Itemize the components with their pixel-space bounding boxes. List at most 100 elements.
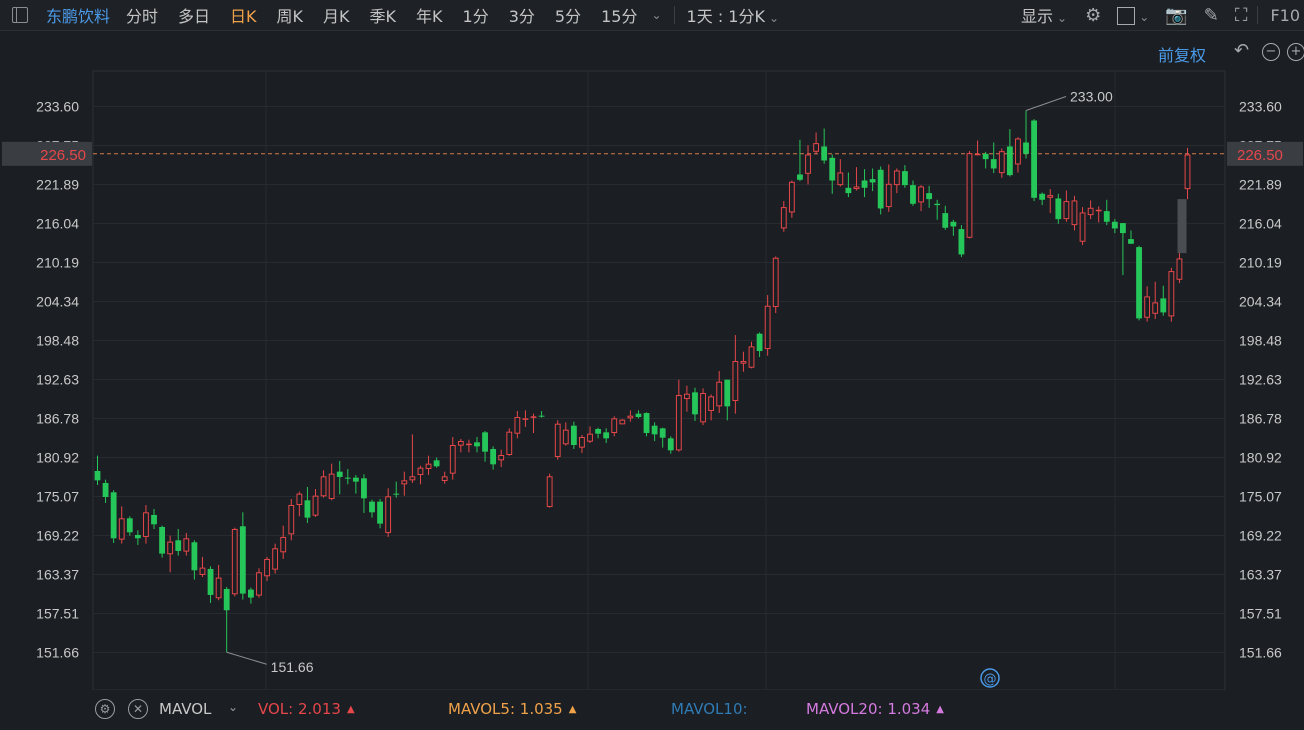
settings-gear-icon[interactable]: ⚙ bbox=[1085, 4, 1102, 26]
candle-body bbox=[1055, 198, 1062, 220]
y-tick-label-right: 163.37 bbox=[1239, 566, 1282, 582]
candle-body bbox=[595, 429, 601, 434]
candle bbox=[1184, 147, 1191, 200]
fullscreen-icon[interactable]: ⛶ bbox=[1234, 4, 1248, 26]
candle bbox=[643, 412, 650, 437]
candle-body bbox=[433, 460, 440, 467]
indicator-name[interactable]: MAVOL bbox=[159, 700, 212, 718]
tab-5min[interactable]: 5分 bbox=[554, 7, 582, 26]
candle-body bbox=[1047, 195, 1054, 198]
current-price-badge-right bbox=[1227, 141, 1303, 166]
interval-select[interactable]: 1天 : 1分K ⌄ bbox=[677, 3, 789, 27]
candle bbox=[813, 132, 819, 155]
candle bbox=[248, 587, 254, 604]
tab-15min[interactable]: 15分 bbox=[601, 7, 638, 26]
candle bbox=[958, 225, 965, 258]
candle-body bbox=[118, 518, 125, 540]
candle-body bbox=[1006, 146, 1013, 176]
tab-1min[interactable]: 1分 bbox=[462, 7, 489, 26]
candle bbox=[1160, 285, 1167, 316]
indicator-close-icon[interactable]: ✕ bbox=[128, 699, 148, 719]
y-tick-label-left: 175.07 bbox=[36, 489, 79, 505]
tab-multi-day[interactable]: 多日 bbox=[178, 7, 211, 26]
candle-body bbox=[546, 476, 553, 507]
candle bbox=[837, 159, 844, 187]
candle bbox=[264, 556, 270, 581]
candle bbox=[853, 167, 860, 191]
candle-body bbox=[417, 467, 424, 475]
candle bbox=[239, 512, 246, 600]
sidebar-toggle-icon[interactable] bbox=[12, 7, 28, 23]
candle bbox=[845, 172, 852, 198]
candle-body bbox=[167, 541, 174, 555]
candle bbox=[1111, 219, 1118, 234]
candle bbox=[361, 474, 367, 513]
candle-body bbox=[562, 429, 569, 445]
price-adjust-toggle[interactable]: 前复权 bbox=[1158, 46, 1207, 65]
candle bbox=[595, 427, 601, 439]
candle-body bbox=[813, 143, 819, 152]
tab-quarterly-k[interactable]: 季K bbox=[369, 7, 397, 26]
volume-indicator-bar: ⚙ ✕ MAVOL ⌄ VOL: 2.013 ▲ MAVOL5: 1.035 ▲ M… bbox=[0, 690, 1304, 730]
stock-name[interactable]: 东鹏饮料 bbox=[46, 7, 111, 26]
candle-body bbox=[498, 454, 505, 461]
candle-body bbox=[474, 442, 480, 447]
event-marker-icon[interactable] bbox=[980, 668, 1000, 688]
tab-yearly-k[interactable]: 年K bbox=[416, 7, 443, 26]
candle-body bbox=[829, 157, 836, 181]
candle bbox=[1087, 200, 1094, 220]
candle bbox=[772, 256, 779, 314]
candle bbox=[94, 455, 101, 485]
candle-body bbox=[603, 432, 610, 439]
screenshot-camera-icon[interactable]: 📷 bbox=[1165, 4, 1188, 26]
y-tick-label-right: 216.04 bbox=[1239, 216, 1282, 232]
more-periods-chevron-icon[interactable]: ⌄ bbox=[651, 8, 662, 22]
candle-body bbox=[490, 448, 497, 465]
candle-body bbox=[910, 185, 916, 204]
y-tick-label-left: 186.78 bbox=[36, 410, 79, 426]
tab-daily-k[interactable]: 日K bbox=[230, 7, 257, 26]
display-label: 显示 bbox=[1021, 7, 1054, 26]
zoom-out-icon[interactable]: − bbox=[1262, 43, 1280, 61]
candle bbox=[143, 504, 149, 544]
y-tick-label-left: 192.63 bbox=[36, 372, 79, 388]
candle bbox=[425, 455, 432, 475]
candle bbox=[1095, 206, 1102, 223]
candle-body bbox=[1079, 212, 1086, 242]
interval-select-label: 1天 : 1分K bbox=[686, 7, 765, 26]
candle-body bbox=[1136, 247, 1142, 319]
candle-body bbox=[958, 229, 965, 255]
zoom-in-icon[interactable]: + bbox=[1287, 43, 1304, 61]
reset-undo-icon[interactable]: ↶ bbox=[1234, 40, 1250, 61]
candle bbox=[1006, 129, 1013, 177]
indicator-settings-gear-icon[interactable]: ⚙ bbox=[95, 699, 115, 719]
tab-weekly-k[interactable]: 周K bbox=[276, 7, 304, 26]
candlestick-chart[interactable]: 233.60233.60227.75227.75221.89221.89216.… bbox=[0, 0, 1304, 690]
select-box-icon[interactable]: ⌄ bbox=[1109, 5, 1157, 26]
tab-3min[interactable]: 3分 bbox=[508, 7, 535, 26]
candle-body bbox=[530, 416, 537, 418]
candle bbox=[377, 498, 383, 529]
candle-body bbox=[1128, 239, 1134, 244]
candle-body bbox=[191, 542, 198, 571]
candle-body bbox=[966, 153, 973, 238]
candle-body bbox=[1071, 200, 1078, 226]
indicator-chevron-down-icon[interactable]: ⌄ bbox=[228, 700, 239, 714]
candle bbox=[272, 543, 279, 574]
draw-pencil-icon[interactable]: ✎ bbox=[1203, 4, 1219, 26]
tab-monthly-k[interactable]: 月K bbox=[323, 7, 350, 26]
candle bbox=[1103, 199, 1110, 226]
candle-body bbox=[667, 438, 674, 451]
period-toolbar: 东鹏饮料 分时 多日 日K 周K 月K 季K 年K 1分 3分 5分 15分 ⌄… bbox=[0, 0, 1304, 31]
candle bbox=[474, 437, 480, 453]
f10-button[interactable]: F10 bbox=[1270, 5, 1300, 25]
candle bbox=[296, 491, 303, 517]
checkbox-square-icon bbox=[1117, 6, 1136, 25]
tab-intraday[interactable]: 分时 bbox=[126, 7, 159, 26]
candle-body bbox=[764, 305, 771, 350]
y-tick-label-left: 221.89 bbox=[36, 177, 79, 193]
display-menu[interactable]: 显示 ⌄ bbox=[1011, 3, 1077, 27]
candle bbox=[1128, 230, 1134, 244]
candle-body bbox=[215, 577, 222, 599]
candle-body bbox=[732, 361, 739, 402]
